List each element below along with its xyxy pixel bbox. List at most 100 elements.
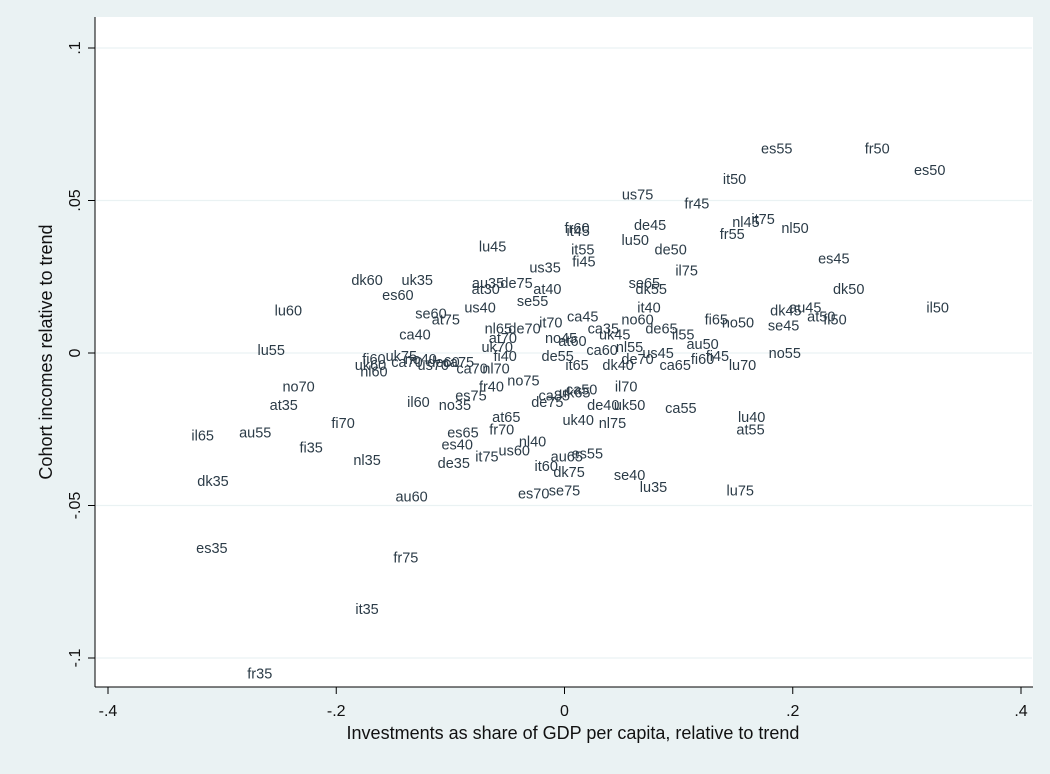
point-label-116: au65 <box>551 450 583 466</box>
point-label-61: no55 <box>769 346 801 362</box>
point-label-51: de65 <box>645 322 677 338</box>
point-label-29: dk50 <box>833 282 864 298</box>
point-label-20: us35 <box>529 261 560 277</box>
point-label-49: it70 <box>539 316 562 332</box>
point-label-3: it50 <box>723 172 746 188</box>
y-tick-label-4: .1 <box>67 41 84 54</box>
point-label-122: dk35 <box>197 474 228 490</box>
point-label-7: it75 <box>751 212 774 228</box>
point-label-8: nl50 <box>781 221 808 237</box>
point-label-68: uk60 <box>355 358 386 374</box>
point-label-129: fr75 <box>393 550 418 566</box>
point-label-71: no40 <box>405 352 437 368</box>
point-label-15: lu45 <box>479 239 506 255</box>
point-label-108: es65 <box>447 425 478 441</box>
point-label-79: de70 <box>621 352 653 368</box>
point-label-89: es75 <box>455 389 486 405</box>
point-label-45: ca45 <box>567 309 598 325</box>
point-label-10: fr60 <box>565 221 590 237</box>
point-label-55: uk45 <box>599 328 630 344</box>
point-label-82: fi45 <box>706 349 729 365</box>
point-label-9: fr55 <box>720 227 745 243</box>
point-label-14: de50 <box>655 242 687 258</box>
point-label-81: fi60 <box>691 352 714 368</box>
x-axis-ticks: -.4 -.2 0 .2 .4 <box>99 687 1028 720</box>
y-tick-label-1: -.05 <box>67 492 84 520</box>
point-label-119: it60 <box>535 459 558 475</box>
point-label-39: au45 <box>789 300 821 316</box>
point-label-59: au50 <box>686 337 718 353</box>
point-label-63: fi40 <box>493 349 516 365</box>
point-label-44: se45 <box>768 319 799 335</box>
point-label-43: no50 <box>722 316 754 332</box>
point-label-96: de75 <box>531 395 563 411</box>
point-label-13: lu50 <box>622 233 649 249</box>
point-label-131: fr35 <box>247 666 272 682</box>
point-label-72: ca75 <box>443 355 474 371</box>
point-label-125: se75 <box>549 483 580 499</box>
point-label-87: no75 <box>507 373 539 389</box>
point-label-48: de70 <box>508 322 540 338</box>
point-label-57: uk70 <box>481 340 512 356</box>
point-label-92: ca50 <box>566 383 597 399</box>
point-label-64: ca60 <box>586 343 617 359</box>
point-label-31: se55 <box>517 294 548 310</box>
plot-area <box>95 17 1033 687</box>
x-tick-label-2: 0 <box>560 703 569 720</box>
y-tick-label-2: 0 <box>67 348 84 357</box>
point-label-40: at50 <box>807 309 835 325</box>
point-label-127: au60 <box>395 489 427 505</box>
point-label-107: au55 <box>239 425 271 441</box>
point-label-100: at65 <box>492 410 520 426</box>
point-label-117: es55 <box>572 447 603 463</box>
point-label-37: at75 <box>432 312 460 328</box>
x-tick-label-3: .2 <box>786 703 799 720</box>
point-label-66: us45 <box>642 346 673 362</box>
point-label-12: de45 <box>634 218 666 234</box>
point-label-5: fr45 <box>684 197 709 213</box>
point-label-106: il65 <box>191 428 214 444</box>
x-axis-title: Investments as share of GDP per capita, … <box>347 723 800 743</box>
point-label-52: ca40 <box>399 328 430 344</box>
x-tick-label-4: .4 <box>1014 703 1027 720</box>
point-label-121: se40 <box>614 468 645 484</box>
point-label-69: fi60 <box>362 352 385 368</box>
point-label-95: no35 <box>439 398 471 414</box>
point-label-118: de35 <box>438 456 470 472</box>
point-label-73: de60 <box>427 355 459 371</box>
point-label-99: ca55 <box>665 401 696 417</box>
point-label-50: ca35 <box>588 322 619 338</box>
point-label-16: it55 <box>571 242 594 258</box>
point-label-93: at35 <box>270 398 298 414</box>
point-label-56: il55 <box>672 328 695 344</box>
point-label-104: fi70 <box>331 416 354 432</box>
point-label-42: fi65 <box>705 312 728 328</box>
point-label-74: us70 <box>418 358 449 374</box>
point-label-4: us75 <box>622 187 653 203</box>
y-axis-title: Cohort incomes relative to trend <box>36 224 56 479</box>
point-label-25: at30 <box>472 282 500 298</box>
point-label-54: no45 <box>545 331 577 347</box>
x-tick-label-1: -.2 <box>327 703 346 720</box>
y-tick-label-0: -.1 <box>67 649 84 668</box>
point-label-113: us60 <box>499 444 530 460</box>
point-label-28: dk55 <box>636 282 667 298</box>
point-label-78: dk40 <box>602 358 633 374</box>
point-label-97: de40 <box>587 398 619 414</box>
point-label-105: at55 <box>736 422 764 438</box>
point-label-91: uk65 <box>559 386 590 402</box>
point-label-76: nl70 <box>482 361 509 377</box>
point-label-84: nl60 <box>360 364 387 380</box>
point-label-75: ca70 <box>456 361 487 377</box>
point-label-83: lu70 <box>729 358 756 374</box>
point-label-111: nl40 <box>519 434 546 450</box>
point-label-112: fi35 <box>299 441 322 457</box>
point-label-88: il70 <box>615 380 638 396</box>
point-label-62: uk75 <box>386 349 417 365</box>
point-label-46: no60 <box>621 312 653 328</box>
point-label-22: uk35 <box>402 273 433 289</box>
x-tick-label-0: -.4 <box>99 703 118 720</box>
point-label-19: es45 <box>818 251 849 267</box>
point-label-2: es50 <box>914 163 945 179</box>
point-label-126: es70 <box>518 486 549 502</box>
